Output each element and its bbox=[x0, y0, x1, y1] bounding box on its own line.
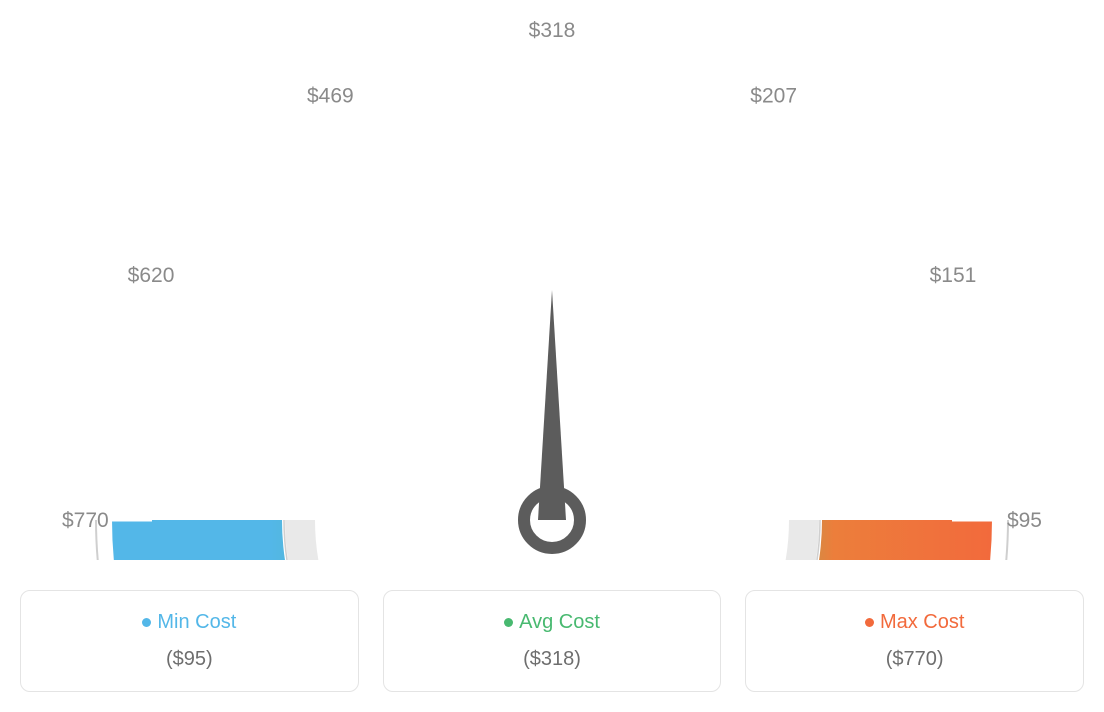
minor-tick bbox=[624, 87, 628, 111]
cost-gauge-chart: $95 $151 $207 $318 $469 $620 $770 Min Cost ($95… bbox=[20, 20, 1084, 692]
minor-tick bbox=[139, 370, 162, 378]
minor-tick bbox=[119, 444, 143, 448]
major-tick bbox=[171, 300, 206, 320]
minor-tick bbox=[819, 183, 834, 201]
gauge-svg: $95 $151 $207 $318 $469 $620 $770 bbox=[20, 20, 1084, 560]
legend-value: ($95) bbox=[31, 648, 348, 671]
legend-bullet-icon bbox=[142, 618, 151, 627]
minor-tick bbox=[402, 107, 410, 130]
tick-label: $318 bbox=[529, 20, 576, 42]
legend-bullet-icon bbox=[865, 618, 874, 627]
gauge-needle bbox=[538, 290, 566, 520]
tick-label: $95 bbox=[1007, 509, 1042, 532]
minor-tick bbox=[694, 107, 702, 130]
minor-tick bbox=[215, 237, 233, 252]
legend-value: ($318) bbox=[394, 648, 711, 671]
minor-tick bbox=[476, 87, 480, 111]
legend-card: Avg Cost ($318) bbox=[383, 590, 722, 692]
legend-row: Min Cost ($95) Avg Cost ($318) Max Cost ($770… bbox=[20, 590, 1084, 692]
tick-label: $151 bbox=[930, 264, 977, 287]
legend-label: Avg Cost bbox=[519, 611, 600, 633]
major-tick bbox=[332, 139, 352, 174]
legend-title: Max Cost bbox=[756, 611, 1073, 634]
tick-label: $620 bbox=[128, 264, 175, 287]
legend-title: Min Cost bbox=[31, 611, 348, 634]
legend-card: Min Cost ($95) bbox=[20, 590, 359, 692]
legend-value: ($770) bbox=[756, 648, 1073, 671]
legend-label: Max Cost bbox=[880, 611, 964, 633]
minor-tick bbox=[871, 237, 889, 252]
tick-label: $469 bbox=[307, 85, 354, 108]
legend-label: Min Cost bbox=[157, 611, 236, 633]
minor-tick bbox=[943, 370, 966, 378]
tick-label: $207 bbox=[750, 85, 797, 108]
legend-bullet-icon bbox=[504, 618, 513, 627]
minor-tick bbox=[269, 183, 284, 201]
minor-tick bbox=[962, 444, 986, 448]
major-tick bbox=[898, 300, 933, 320]
major-tick bbox=[752, 139, 772, 174]
legend-title: Avg Cost bbox=[394, 611, 711, 634]
legend-card: Max Cost ($770) bbox=[745, 590, 1084, 692]
tick-label: $770 bbox=[62, 509, 109, 532]
